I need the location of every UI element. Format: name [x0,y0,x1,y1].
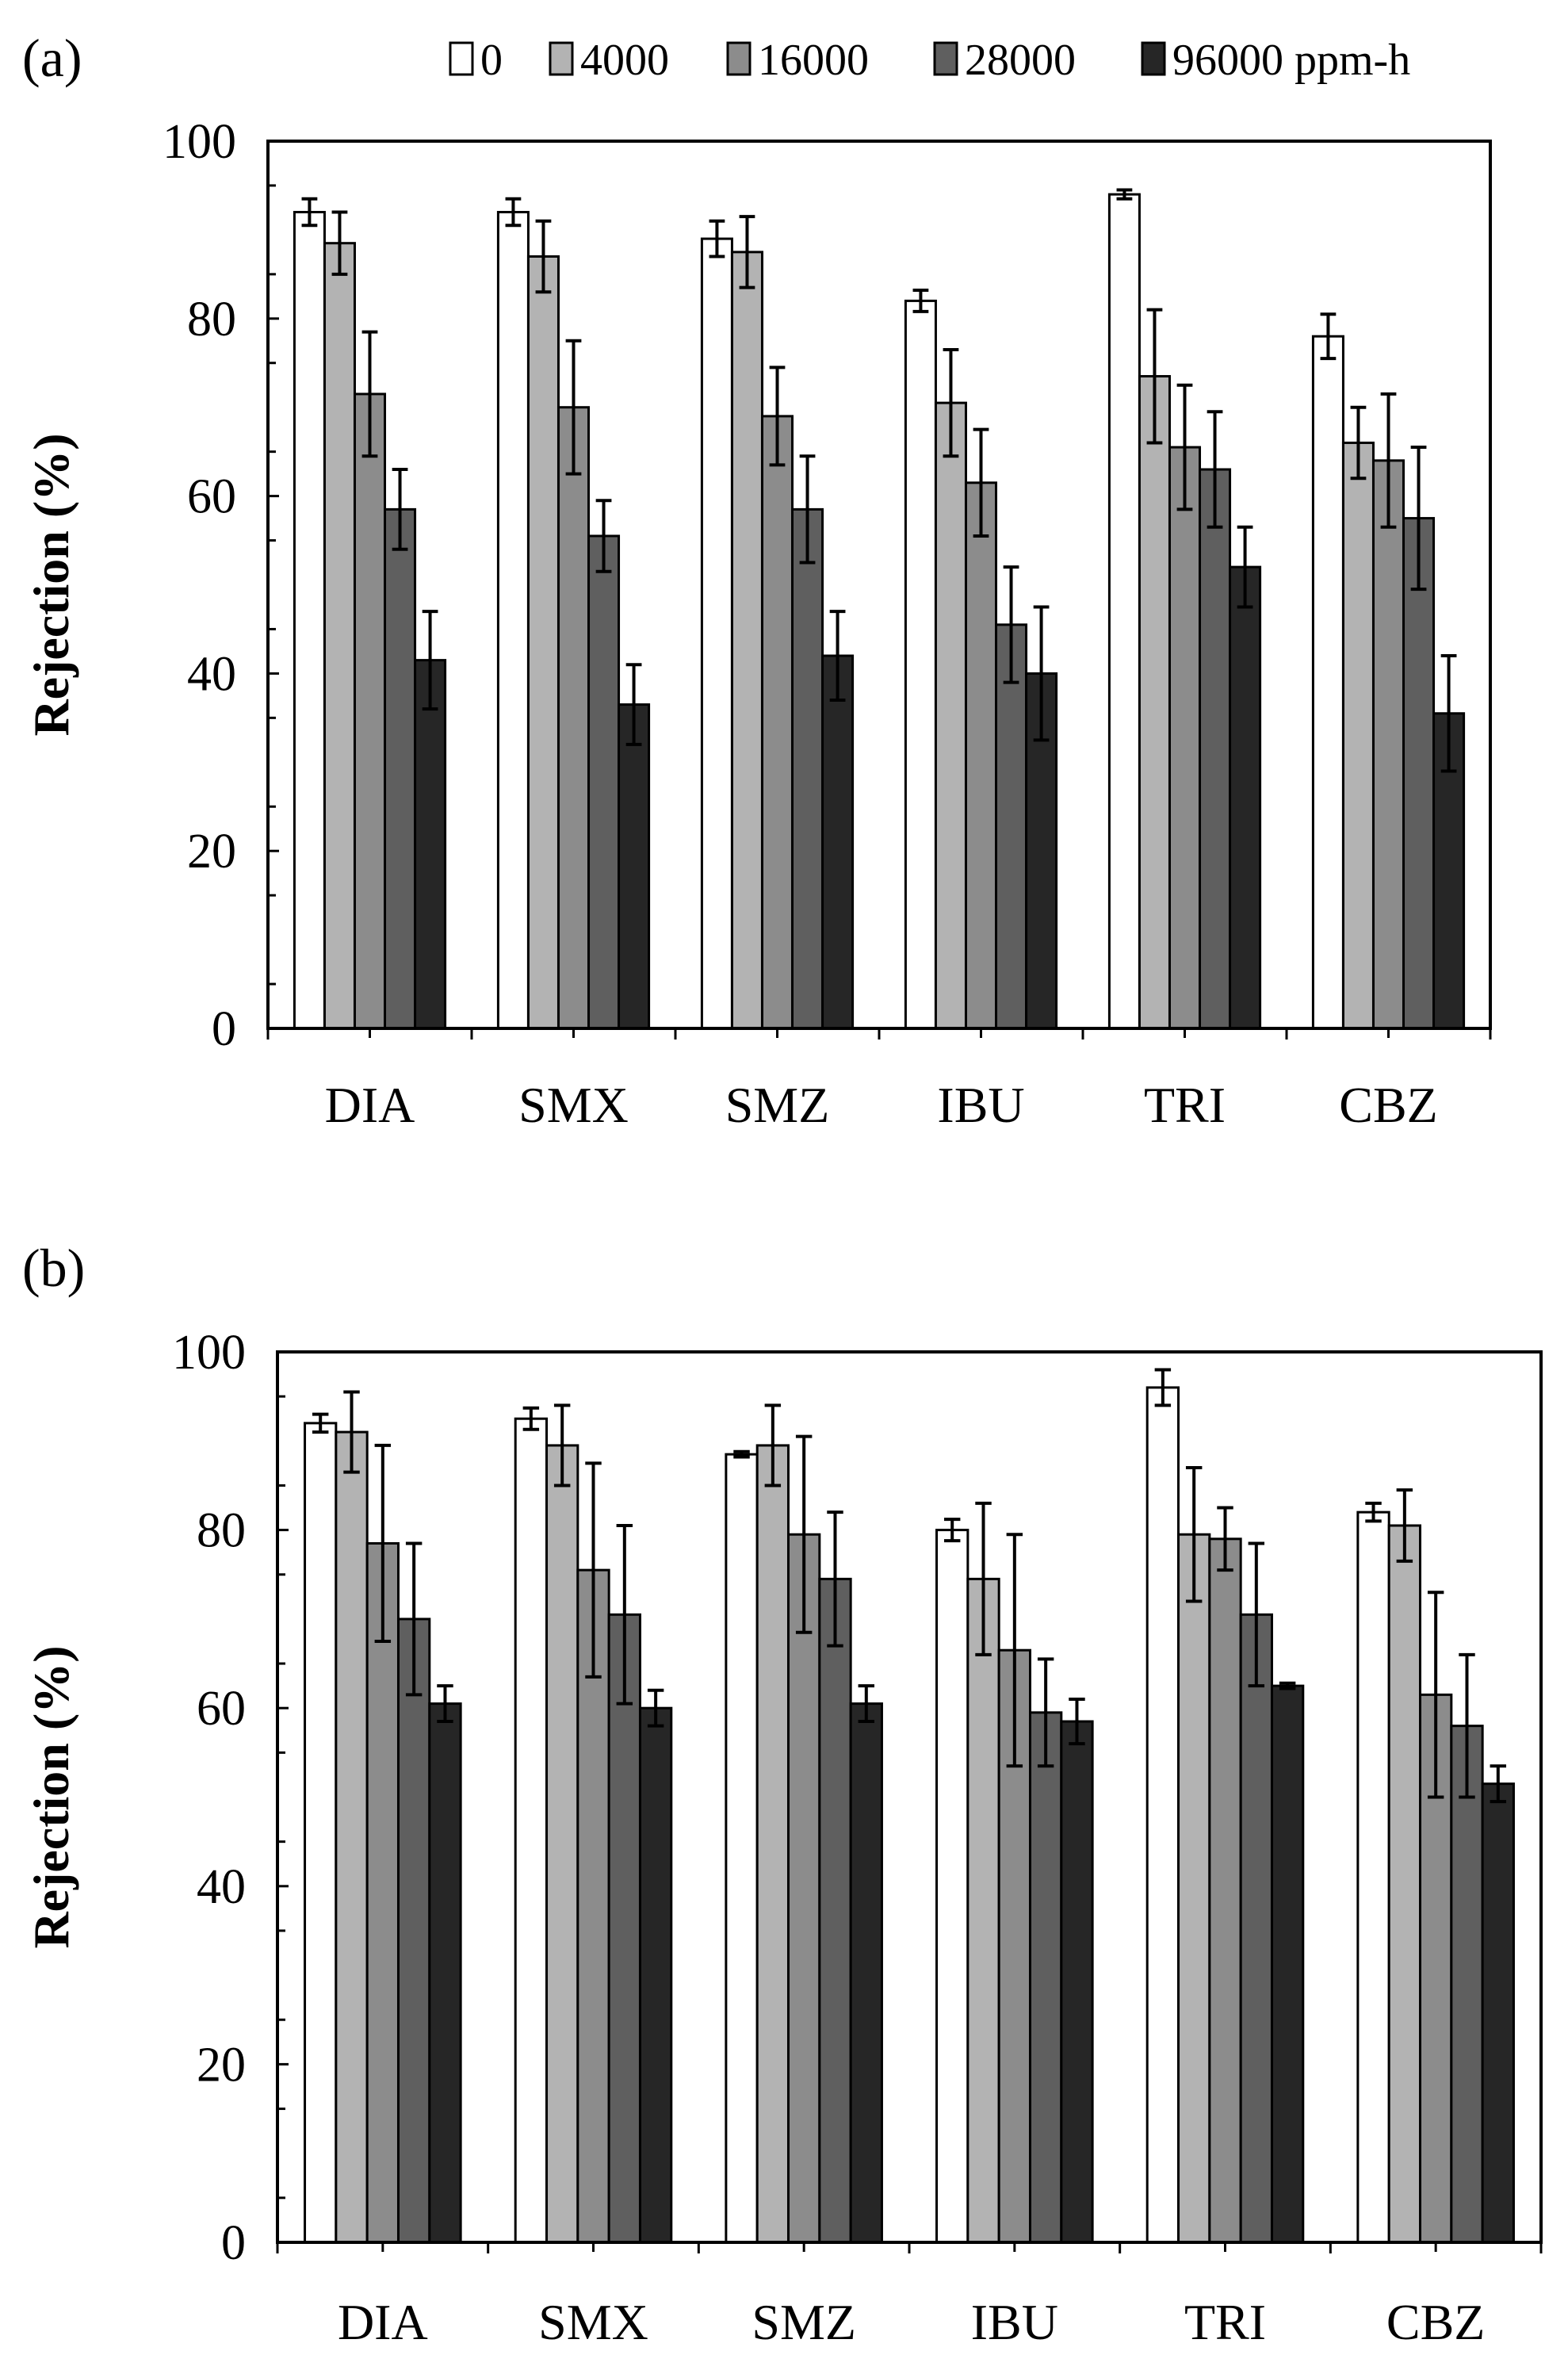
legend-label: 16000 [758,36,869,85]
bar [638,1706,673,2244]
bar [1060,1720,1094,2244]
bar [335,1430,369,2244]
legend-label: 28000 [965,36,1076,85]
y-tick-label: 60 [197,1682,246,1736]
x-category-label: IBU [971,2294,1058,2350]
plot-frame [266,140,1492,1030]
bar [526,255,560,1030]
panel-a: (a) Rejection (%) 0 20 40 60 80 100 DIA SMX SMZ IBU… [22,28,1492,1133]
x-category-label: DIA [338,2294,428,2350]
bar [935,1529,969,2244]
bar [1138,375,1171,1030]
y-tick-label: 80 [197,1504,246,1558]
bar [964,481,998,1030]
bar [556,406,591,1030]
bar [323,242,356,1030]
y-tick-label: 40 [187,647,236,701]
y-tick-label: 20 [187,825,236,879]
bar [760,415,794,1030]
legend-swatch [726,41,751,76]
y-axis-title: Rejection (%) [23,1645,79,1948]
legend-label: 0 [480,36,503,85]
bar [995,623,1028,1030]
bar [1311,335,1344,1030]
bar [1387,1524,1422,2244]
x-category-label: SMZ [751,2294,856,2350]
plot-frame [276,1350,1543,2244]
bar [821,654,855,1030]
bar [966,1577,1000,2244]
bar [730,251,763,1030]
x-category-label: TRI [1184,2294,1266,2350]
bar [818,1577,852,2244]
bar [904,299,937,1030]
bar [414,659,447,1030]
bar [293,211,326,1030]
y-tick-label: 60 [187,470,236,524]
y-tick-label: 20 [197,2038,246,2092]
bar [934,401,967,1030]
legend-swatch [549,41,574,76]
bar [1450,1725,1484,2244]
bar [1270,1684,1305,2244]
bar [1177,1533,1211,2244]
bar [428,1702,462,2244]
bar [787,1533,821,2244]
bar [365,1541,400,2244]
legend-swatch [1141,41,1166,76]
legend-swatch [933,41,958,76]
y-tick-label: 0 [221,2216,246,2270]
bar [396,1618,431,2244]
bar [496,211,530,1030]
bar [353,392,387,1030]
bar [1107,193,1141,1030]
bar [384,507,417,1030]
bar [755,1444,790,2244]
x-category-label: SMX [518,1077,629,1133]
bar [1028,1711,1063,2244]
bar [1145,1386,1180,2244]
bar [1168,446,1202,1030]
legend-swatch [449,41,474,76]
legend-label: 4000 [580,36,669,85]
bar [1208,1537,1242,2244]
x-category-label: SMZ [725,1077,830,1133]
y-axis-title: Rejection (%) [23,433,79,736]
bar [514,1417,549,2244]
bar [304,1422,338,2244]
y-tick-label: 100 [172,1326,246,1380]
bar [700,237,733,1030]
panel-b: (b) Rejection (%) 0 20 40 60 80 100 DIA SMX SMZ IBU… [22,1238,1543,2350]
bar [1481,1782,1515,2244]
y-tick-label: 40 [197,1860,246,1914]
bar [587,534,621,1030]
bar [545,1444,579,2244]
bar [1371,459,1405,1030]
x-category-label: CBZ [1386,2294,1485,2350]
bar [1356,1510,1390,2244]
bar [725,1453,759,2244]
y-tick-label: 0 [212,1002,236,1056]
bar [849,1702,883,2244]
legend: 0 4000 16000 28000 96000 ppm-h [449,36,1410,85]
panel-label: (a) [22,28,82,88]
bar [1229,565,1262,1030]
bar [791,507,824,1030]
x-category-label: SMX [538,2294,648,2350]
bar [1341,441,1375,1030]
x-category-label: IBU [937,1077,1024,1133]
y-tick-label: 100 [163,115,236,169]
bar [1239,1613,1273,2244]
bar [1199,468,1232,1030]
bar [607,1613,641,2244]
x-category-label: TRI [1144,1077,1226,1133]
legend-label: 96000 ppm-h [1172,36,1410,85]
x-category-label: DIA [325,1077,415,1133]
y-tick-label: 80 [187,293,236,347]
bar [618,703,651,1030]
bar [1402,517,1436,1030]
x-category-label: CBZ [1339,1077,1437,1133]
panel-label: (b) [22,1238,85,1298]
